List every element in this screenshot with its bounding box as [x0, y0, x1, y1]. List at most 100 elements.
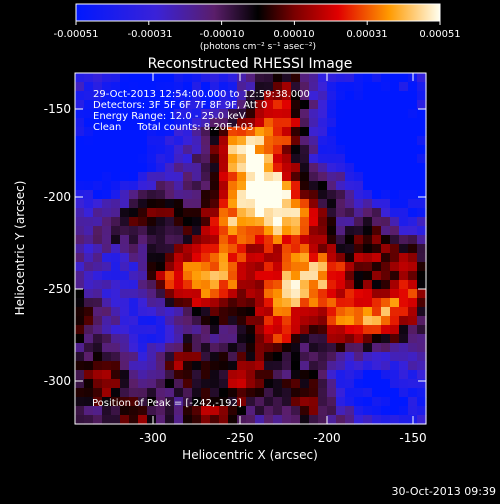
heatmap-cell — [300, 82, 310, 92]
heatmap-cell — [273, 226, 283, 236]
heatmap-cell — [291, 199, 301, 209]
heatmap-cell — [210, 100, 220, 110]
heatmap-cell — [120, 325, 130, 335]
heatmap-cell — [210, 127, 220, 137]
heatmap-cell — [399, 271, 409, 281]
heatmap-cell — [129, 82, 139, 92]
heatmap-cell — [372, 73, 382, 83]
heatmap-cell — [93, 361, 103, 371]
heatmap-cell — [201, 406, 211, 416]
heatmap-cell — [327, 280, 337, 290]
heatmap-cell — [255, 280, 265, 290]
heatmap-cell — [354, 208, 364, 218]
heatmap-cell — [138, 370, 148, 380]
heatmap-cell — [192, 109, 202, 119]
heatmap-cell — [93, 307, 103, 317]
heatmap-cell — [129, 91, 139, 101]
heatmap-cell — [264, 190, 274, 200]
heatmap-cell — [210, 136, 220, 146]
heatmap-cell — [219, 217, 229, 227]
heatmap-cell — [372, 298, 382, 308]
heatmap-cell — [210, 82, 220, 92]
heatmap-cell — [174, 253, 184, 263]
heatmap-cell — [354, 334, 364, 344]
heatmap-cell — [210, 361, 220, 371]
heatmap-cell — [111, 154, 121, 164]
heatmap-cell — [318, 298, 328, 308]
heatmap-cell — [408, 127, 418, 137]
heatmap-cell — [93, 199, 103, 209]
heatmap-cell — [246, 334, 256, 344]
heatmap-cell — [219, 118, 229, 128]
heatmap-cell — [192, 334, 202, 344]
heatmap-cell — [156, 91, 166, 101]
colorbar-units: (photons cm⁻² s⁻¹ asec⁻²) — [200, 42, 316, 52]
heatmap-cell — [354, 181, 364, 191]
heatmap-cell — [309, 109, 319, 119]
heatmap-cell — [372, 370, 382, 380]
heatmap-cell — [363, 118, 373, 128]
heatmap-cell — [75, 379, 85, 389]
heatmap-cell — [255, 127, 265, 137]
heatmap-cell — [318, 325, 328, 335]
heatmap-cell — [156, 235, 166, 245]
y-axis-label: Heliocentric Y (arcsec) — [13, 181, 27, 316]
heatmap-cell — [228, 334, 238, 344]
heatmap-cell — [300, 361, 310, 371]
heatmap-cell — [156, 271, 166, 281]
heatmap-cell — [282, 379, 292, 389]
heatmap-cell — [408, 289, 418, 299]
heatmap-cell — [255, 235, 265, 245]
heatmap-cell — [345, 388, 355, 398]
heatmap-cell — [399, 379, 409, 389]
heatmap-cell — [192, 163, 202, 173]
heatmap-cell — [399, 235, 409, 245]
heatmap-cell — [372, 91, 382, 101]
heatmap-cell — [345, 118, 355, 128]
heatmap-cell — [228, 361, 238, 371]
heatmap-cell — [201, 145, 211, 155]
heatmap-cell — [282, 397, 292, 407]
heatmap-cell — [381, 163, 391, 173]
heatmap-cell — [264, 406, 274, 416]
heatmap-cell — [354, 226, 364, 236]
heatmap-cell — [300, 109, 310, 119]
heatmap-cell — [399, 298, 409, 308]
heatmap-cell — [255, 370, 265, 380]
heatmap-cell — [372, 118, 382, 128]
heatmap-cell — [246, 100, 256, 110]
heatmap-cell — [381, 397, 391, 407]
heatmap-cell — [354, 199, 364, 209]
image-title: Reconstructed RHESSI Image — [148, 56, 353, 72]
heatmap-cell — [147, 280, 157, 290]
heatmap-cell — [309, 199, 319, 209]
heatmap-cell — [174, 325, 184, 335]
heatmap-cell — [264, 109, 274, 119]
heatmap-cell — [84, 109, 94, 119]
heatmap-cell — [372, 190, 382, 200]
heatmap-cell — [372, 388, 382, 398]
heatmap-cell — [282, 181, 292, 191]
heatmap-cell — [192, 208, 202, 218]
heatmap-cell — [318, 127, 328, 137]
heatmap-cell — [75, 316, 85, 326]
heatmap-cell — [336, 370, 346, 380]
heatmap-cell — [138, 244, 148, 254]
heatmap-cell — [363, 109, 373, 119]
heatmap-cell — [228, 298, 238, 308]
heatmap-cell — [381, 271, 391, 281]
heatmap-cell — [291, 361, 301, 371]
heatmap-cell — [228, 154, 238, 164]
heatmap-cell — [318, 190, 328, 200]
heatmap-cell — [300, 172, 310, 182]
heatmap-cell — [120, 172, 130, 182]
heatmap-cell — [309, 307, 319, 317]
heatmap-cell — [381, 415, 391, 425]
heatmap-cell — [219, 235, 229, 245]
heatmap-cell — [390, 199, 400, 209]
heatmap-cell — [84, 307, 94, 317]
heatmap-cell — [237, 361, 247, 371]
heatmap-cell — [291, 253, 301, 263]
heatmap-cell — [327, 145, 337, 155]
heatmap-cell — [165, 82, 175, 92]
